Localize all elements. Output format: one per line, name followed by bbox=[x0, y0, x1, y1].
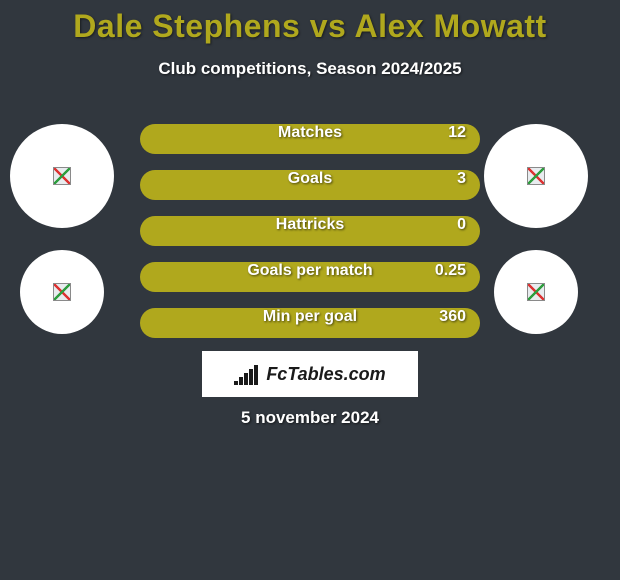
broken-image-icon bbox=[527, 167, 545, 185]
player-2-photo bbox=[484, 124, 588, 228]
avatars-right bbox=[484, 124, 588, 356]
page-title: Dale Stephens vs Alex Mowatt bbox=[0, 0, 620, 45]
broken-image-icon bbox=[527, 283, 545, 301]
stat-row: Goals per match 0.25 bbox=[140, 262, 480, 292]
stat-label: Matches bbox=[278, 124, 342, 142]
stat-row: Matches 12 bbox=[140, 124, 480, 154]
stat-row: Min per goal 360 bbox=[140, 308, 480, 338]
stats-bars: Matches 12 Goals 3 Hattricks 0 Goals per match… bbox=[140, 124, 480, 354]
date-label: 5 november 2024 bbox=[0, 408, 620, 428]
brand-label: FcTables.com bbox=[266, 364, 385, 385]
stat-row: Hattricks 0 bbox=[140, 216, 480, 246]
stat-label: Hattricks bbox=[276, 216, 344, 234]
avatars-left bbox=[10, 124, 114, 356]
stat-label: Goals per match bbox=[247, 262, 372, 280]
stat-value: 0.25 bbox=[435, 262, 466, 280]
stat-value: 12 bbox=[448, 124, 466, 142]
broken-image-icon bbox=[53, 167, 71, 185]
broken-image-icon bbox=[53, 283, 71, 301]
stat-label: Goals bbox=[288, 170, 332, 188]
stat-value: 0 bbox=[457, 216, 466, 234]
team-1-logo bbox=[20, 250, 104, 334]
stat-value: 360 bbox=[439, 308, 466, 326]
subtitle: Club competitions, Season 2024/2025 bbox=[0, 59, 620, 79]
team-2-logo bbox=[494, 250, 578, 334]
brand-chart-icon bbox=[234, 363, 260, 385]
stat-label: Min per goal bbox=[263, 308, 357, 326]
stat-value: 3 bbox=[457, 170, 466, 188]
player-1-photo bbox=[10, 124, 114, 228]
brand-box: FcTables.com bbox=[202, 351, 418, 397]
stat-row: Goals 3 bbox=[140, 170, 480, 200]
